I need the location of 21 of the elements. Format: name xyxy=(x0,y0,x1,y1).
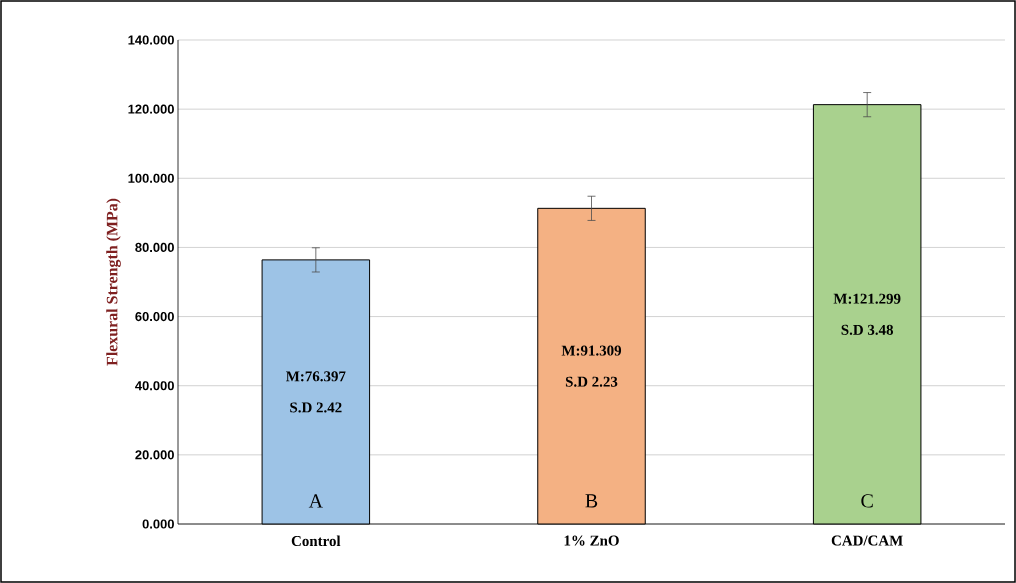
annotation: A xyxy=(308,494,323,508)
y-tick-label: 100.000 xyxy=(128,173,174,183)
x-tick-label: 1% ZnO xyxy=(564,535,619,546)
y-tick-label: 0.000 xyxy=(142,519,174,529)
y-tick-label: 120.000 xyxy=(128,104,174,114)
y-tick-label: 40.000 xyxy=(135,381,174,391)
y-axis-title: Flexural Strength (MPa) xyxy=(106,198,121,366)
x-tick-label: CAD/CAM xyxy=(831,535,903,546)
y-tick-label: 20.000 xyxy=(135,450,174,460)
y-tick-label: 140.000 xyxy=(128,35,174,45)
y-tick-label: 80.000 xyxy=(135,242,174,253)
y-tick-label: 60.000 xyxy=(135,311,174,322)
annotation: S.D 3.48 xyxy=(841,324,894,335)
annotation: C xyxy=(861,494,873,508)
annotation: S.D 2.23 xyxy=(565,376,618,387)
annotation: M:76.397 xyxy=(286,371,346,382)
annotation: B xyxy=(585,494,598,508)
x-tick-label: Control xyxy=(291,535,341,547)
annotation: S.D 2.42 xyxy=(290,402,342,413)
annotation: M:121.299 xyxy=(833,293,901,304)
annotation: M:91.309 xyxy=(561,345,622,356)
